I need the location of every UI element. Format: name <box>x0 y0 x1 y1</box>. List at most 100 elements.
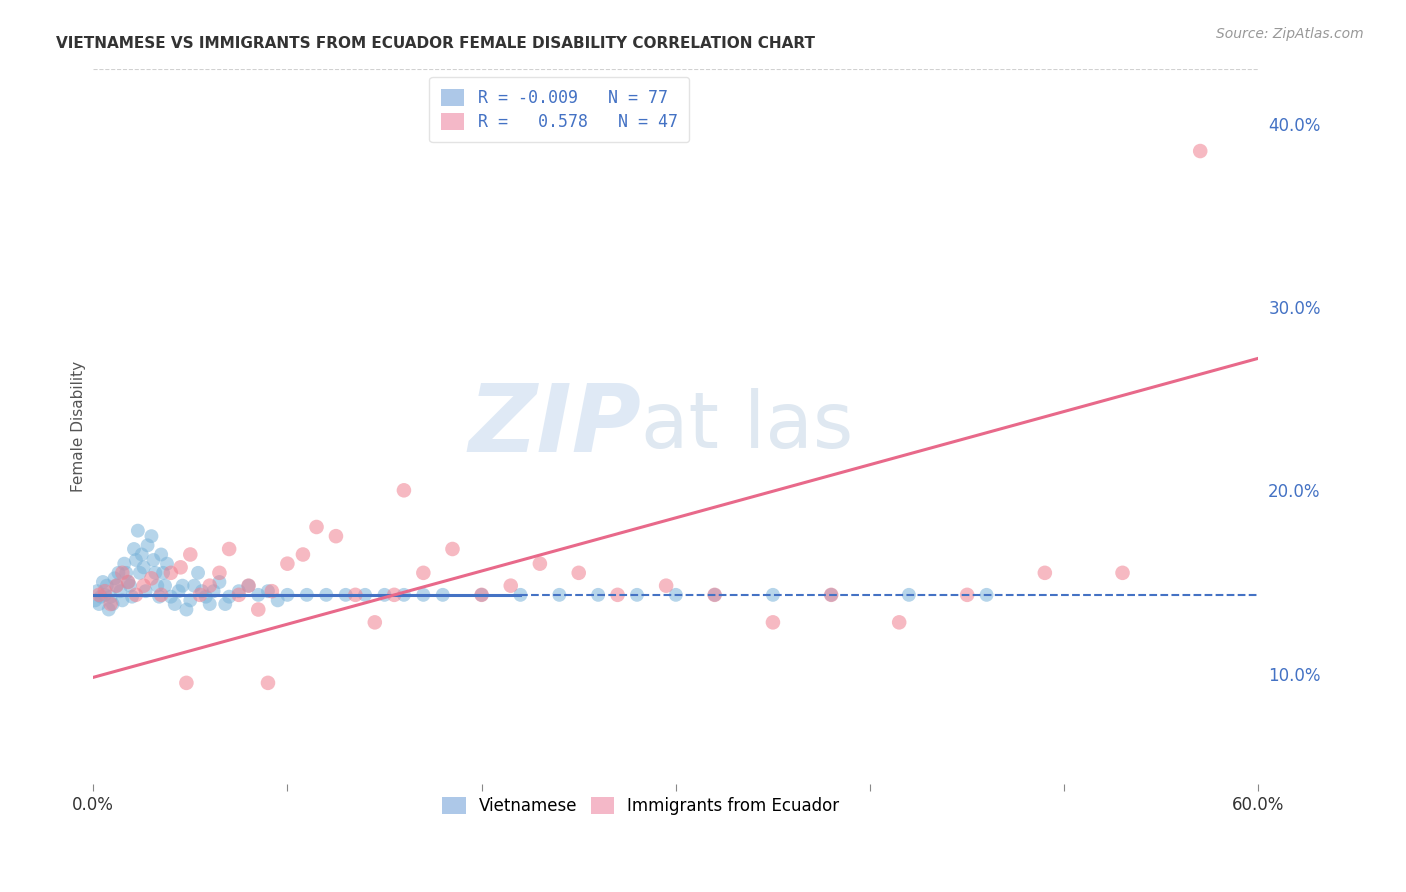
Point <box>267 593 290 607</box>
Point <box>94 588 117 602</box>
Point <box>142 553 165 567</box>
Point <box>703 588 725 602</box>
Point <box>529 557 551 571</box>
Point <box>956 588 979 602</box>
Point <box>260 584 283 599</box>
Point <box>100 597 122 611</box>
Point <box>87 597 110 611</box>
Point <box>344 588 367 602</box>
Point <box>218 590 240 604</box>
Point <box>238 579 260 593</box>
Point <box>655 579 678 593</box>
Point <box>228 584 250 599</box>
Point <box>131 548 153 562</box>
Point <box>291 548 314 562</box>
Point <box>135 584 157 599</box>
Point <box>163 597 186 611</box>
Point <box>432 588 454 602</box>
Point <box>84 593 107 607</box>
Point <box>626 588 648 602</box>
Point <box>198 597 221 611</box>
Point <box>156 557 179 571</box>
Point <box>179 593 201 607</box>
Point <box>976 588 998 602</box>
Point <box>167 584 190 599</box>
Point <box>218 541 240 556</box>
Point <box>141 571 163 585</box>
Point <box>228 588 250 602</box>
Point <box>191 584 214 599</box>
Point <box>305 520 328 534</box>
Point <box>257 584 280 599</box>
Point <box>150 548 173 562</box>
Point <box>187 566 209 580</box>
Point <box>202 584 225 599</box>
Point <box>354 588 377 602</box>
Point <box>1189 144 1212 158</box>
Point <box>110 584 132 599</box>
Point <box>257 676 280 690</box>
Point <box>121 590 143 604</box>
Point <box>152 566 174 580</box>
Point <box>382 588 405 602</box>
Point <box>276 557 298 571</box>
Point <box>208 574 231 589</box>
Point <box>606 588 628 602</box>
Point <box>762 615 785 630</box>
Point <box>665 588 688 602</box>
Point <box>412 566 434 580</box>
Point <box>198 579 221 593</box>
Point <box>127 524 149 538</box>
Point <box>172 579 194 593</box>
Text: Source: ZipAtlas.com: Source: ZipAtlas.com <box>1216 27 1364 41</box>
Point <box>238 579 260 593</box>
Point <box>94 584 117 599</box>
Point <box>897 588 920 602</box>
Point <box>315 588 337 602</box>
Point <box>132 560 155 574</box>
Point <box>107 566 129 580</box>
Point <box>1033 566 1056 580</box>
Point <box>820 588 842 602</box>
Legend: Vietnamese, Immigrants from Ecuador: Vietnamese, Immigrants from Ecuador <box>432 788 849 825</box>
Point <box>97 602 120 616</box>
Point <box>509 588 531 602</box>
Point <box>194 590 217 604</box>
Point <box>208 566 231 580</box>
Point <box>120 579 142 593</box>
Point <box>373 588 395 602</box>
Point <box>392 588 415 602</box>
Point <box>276 588 298 602</box>
Point <box>160 590 183 604</box>
Point <box>150 588 173 602</box>
Point <box>122 541 145 556</box>
Point <box>499 579 522 593</box>
Text: ZIP: ZIP <box>468 380 641 472</box>
Point <box>136 538 159 552</box>
Text: VIETNAMESE VS IMMIGRANTS FROM ECUADOR FEMALE DISABILITY CORRELATION CHART: VIETNAMESE VS IMMIGRANTS FROM ECUADOR FE… <box>56 36 815 51</box>
Point <box>86 584 108 599</box>
Point <box>148 590 170 604</box>
Point <box>183 579 205 593</box>
Point <box>117 574 139 589</box>
Point <box>392 483 415 498</box>
Point <box>364 615 387 630</box>
Point <box>179 548 201 562</box>
Point <box>146 579 169 593</box>
Point <box>105 579 128 593</box>
Y-axis label: Female Disability: Female Disability <box>72 360 86 491</box>
Point <box>100 590 122 604</box>
Point <box>247 602 270 616</box>
Point <box>335 588 357 602</box>
Point <box>112 557 135 571</box>
Point <box>160 566 183 580</box>
Point <box>141 529 163 543</box>
Point <box>125 588 148 602</box>
Point <box>90 590 112 604</box>
Point <box>441 541 464 556</box>
Point <box>115 566 138 580</box>
Point <box>471 588 494 602</box>
Point <box>247 588 270 602</box>
Point <box>153 579 176 593</box>
Point <box>820 588 842 602</box>
